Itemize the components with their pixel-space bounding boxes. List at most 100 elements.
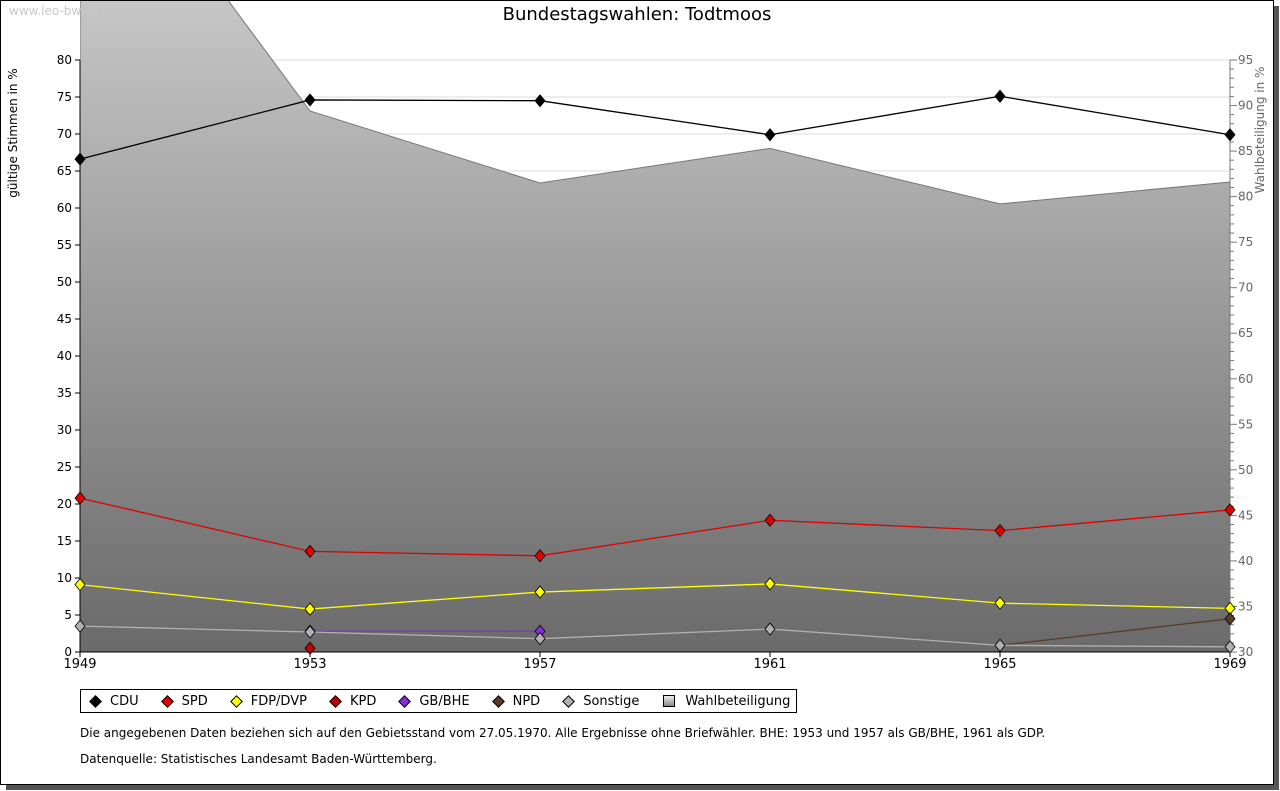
point-cdu (534, 94, 546, 108)
y2-tick-label: 40 (1238, 554, 1253, 568)
watermark: www.leo-bw.de (9, 4, 99, 18)
y-tick-label: 35 (57, 386, 72, 400)
legend-label: CDU (110, 693, 139, 709)
legend-item: GB/BHE (394, 693, 470, 709)
y-tick-label: 80 (57, 53, 72, 67)
y-tick-label: 15 (57, 534, 72, 548)
area-wahlbeteiligung (80, 1, 1230, 652)
legend-item: Sonstige (558, 694, 639, 709)
y2-tick-label: 60 (1238, 372, 1253, 386)
line-npd (999, 618, 1231, 646)
y-tick-label: 25 (57, 460, 72, 474)
y-tick-label: 0 (64, 645, 72, 659)
point-npd (1224, 612, 1236, 626)
y-tick-label: 70 (57, 127, 72, 141)
point-cdu (1224, 128, 1236, 142)
note-datenquelle: Datenquelle: Statistisches Landesamt Bad… (80, 752, 437, 766)
legend-item: KPD (325, 694, 376, 709)
legend-marker (398, 694, 412, 708)
y-tick-label: 55 (57, 238, 72, 252)
chart-title: Bundestagswahlen: Todtmoos (502, 4, 772, 25)
y2-tick-label: 45 (1238, 508, 1253, 522)
y2-tick-label: 65 (1238, 326, 1253, 340)
legend-label: Sonstige (583, 693, 640, 709)
point-spd (534, 549, 546, 563)
y2-tick-label: 95 (1238, 53, 1253, 67)
legend-marker (89, 694, 102, 708)
y-tick-label: 5 (64, 608, 72, 622)
legend-marker (562, 694, 576, 708)
point-spd (304, 544, 316, 558)
note-gebietsstand: Die angegebenen Daten beziehen sich auf … (80, 726, 1046, 740)
legend: CDU SPD FDP/DVP KPD GB/BHE NPD Sonstige Wahlbet… (80, 689, 798, 713)
y2-tick-label: 75 (1238, 235, 1253, 249)
legend-marker (663, 695, 676, 707)
y-tick-label: 50 (57, 275, 72, 289)
legend-marker (229, 694, 243, 708)
point-sonstige (304, 625, 316, 639)
x-tick-label: 1949 (63, 657, 96, 672)
x-tick-label: 1957 (523, 657, 556, 672)
legend-item: NPD (488, 693, 541, 709)
point-kpd (304, 641, 316, 655)
line-sonstige (79, 625, 1231, 648)
y2-axis-label: Wahlbeteiligung in % (1253, 67, 1267, 194)
y-tick-label: 60 (57, 201, 72, 215)
point-spd (1224, 503, 1236, 517)
y2-tick-label: 35 (1238, 599, 1253, 613)
y2-tick-label: 80 (1238, 190, 1253, 204)
y2-tick-label: 30 (1238, 645, 1253, 659)
point-cdu (994, 89, 1006, 103)
point-cdu (74, 152, 86, 166)
x-tick-label: 1953 (293, 657, 326, 672)
point-cdu (304, 93, 316, 107)
point-fdp-dvp (764, 577, 776, 591)
legend-label: KPD (349, 693, 377, 709)
point-fdp-dvp (534, 585, 546, 599)
point-sonstige (74, 619, 86, 633)
legend-label: SPD (181, 693, 208, 709)
point-sonstige (764, 622, 776, 636)
x-tick-label: 1969 (1213, 657, 1246, 672)
y2-tick-label: 90 (1238, 99, 1253, 113)
line-fdp-dvp (79, 583, 1231, 610)
legend-label: GB/BHE (419, 693, 470, 709)
legend-item: CDU (85, 694, 139, 709)
y-tick-label: 20 (57, 497, 72, 511)
point-fdp-dvp (74, 578, 86, 592)
point-spd (994, 524, 1006, 538)
line-spd (79, 497, 1231, 557)
legend-marker (329, 694, 342, 708)
y-tick-label: 10 (57, 571, 72, 585)
legend-item: Wahlbeteiligung (657, 694, 790, 709)
legend-marker (160, 694, 174, 708)
y-tick-label: 40 (57, 349, 72, 363)
point-sonstige (994, 638, 1006, 652)
y-tick-label: 30 (57, 423, 72, 437)
point-sonstige (1224, 640, 1236, 654)
x-tick-label: 1965 (983, 657, 1016, 672)
y2-tick-label: 55 (1238, 417, 1253, 431)
y-tick-label: 75 (57, 90, 72, 104)
point-fdp-dvp (994, 596, 1006, 610)
point-sonstige (534, 632, 546, 646)
point-cdu (764, 128, 776, 142)
y-axis-label: gültige Stimmen in % (6, 68, 20, 197)
y2-tick-label: 70 (1238, 281, 1253, 295)
legend-label: NPD (512, 693, 541, 709)
y2-tick-label: 50 (1238, 463, 1253, 477)
point-spd (764, 513, 776, 527)
point-fdp-dvp (304, 602, 316, 616)
y-tick-label: 65 (57, 164, 72, 178)
x-tick-label: 1961 (753, 657, 786, 672)
legend-label: Wahlbeteiligung (685, 693, 791, 709)
legend-item: FDP/DVP (226, 694, 307, 709)
y2-tick-label: 85 (1238, 144, 1253, 158)
legend-label: FDP/DVP (250, 693, 307, 709)
point-spd (74, 491, 86, 505)
legend-marker (491, 694, 505, 708)
y-tick-label: 45 (57, 312, 72, 326)
legend-item: SPD (157, 694, 208, 709)
line-cdu (79, 95, 1231, 160)
